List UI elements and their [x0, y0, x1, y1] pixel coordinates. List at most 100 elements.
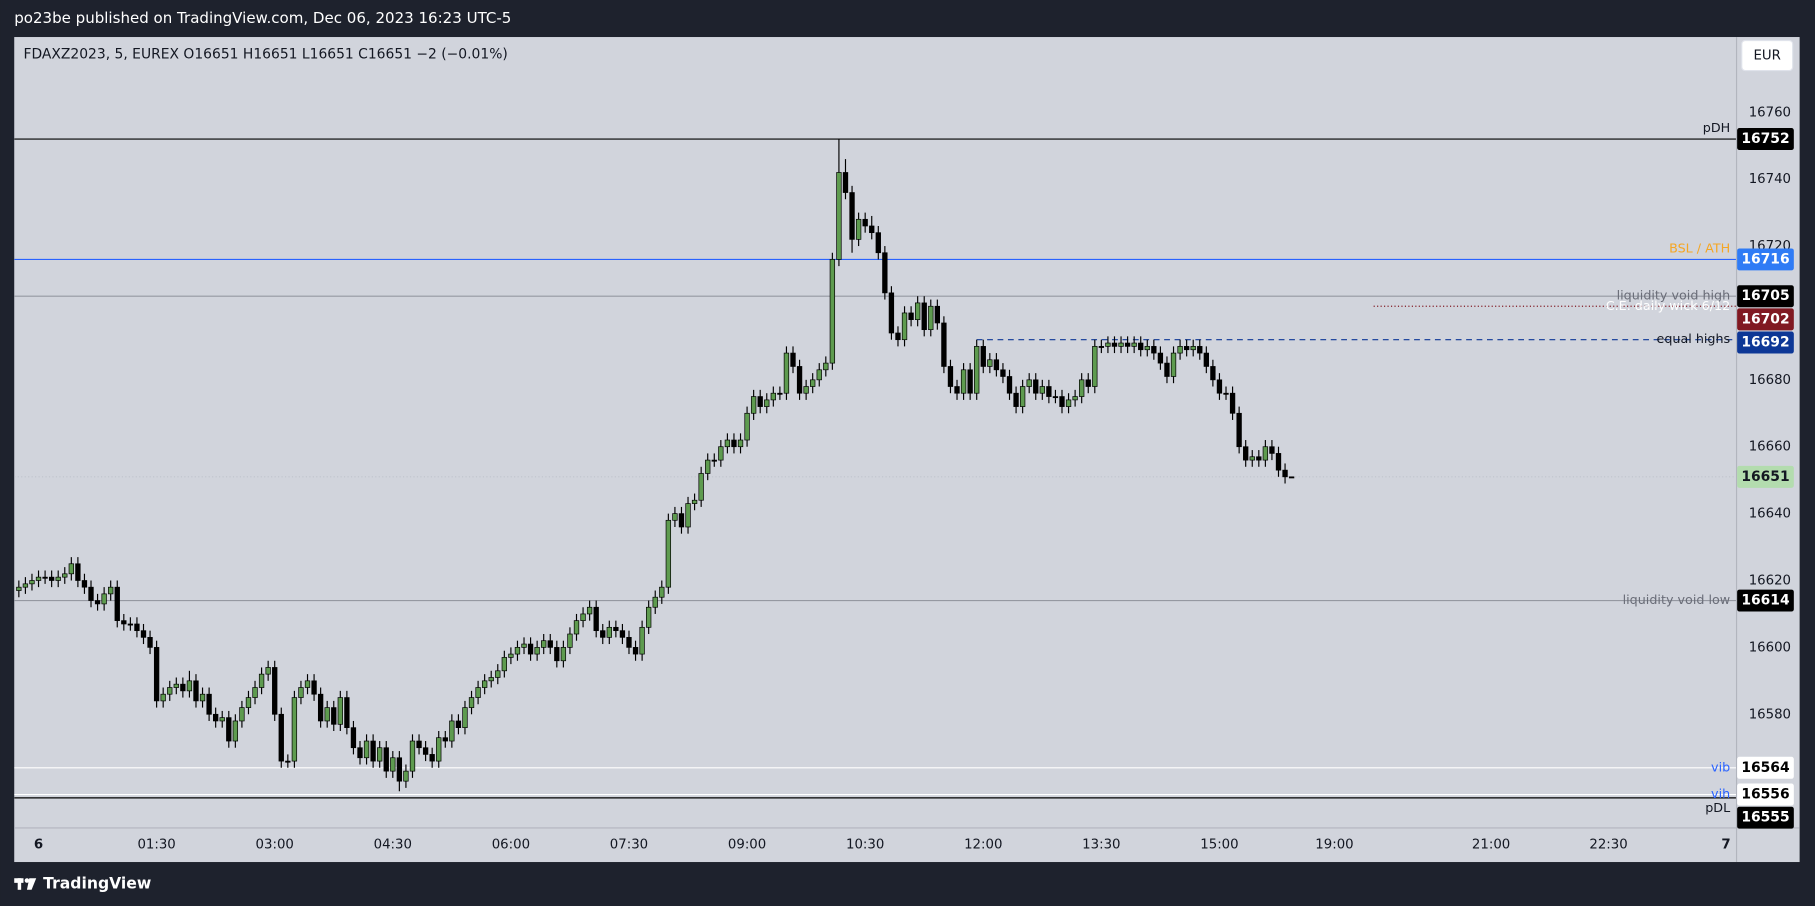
brand-logo — [14, 878, 37, 890]
candle-body — [121, 620, 127, 625]
candle-body — [193, 680, 199, 702]
symbol-legend: FDAXZ2023, 5, EUREX O16651 H16651 L16651… — [23, 46, 507, 62]
currency-button[interactable] — [1741, 39, 1794, 72]
y-tick-label: 16600 — [1749, 640, 1791, 655]
candle-body — [481, 680, 488, 688]
y-tick-label: 16580 — [1749, 707, 1791, 722]
plot — [14, 138, 1736, 799]
candle-body — [882, 252, 888, 294]
candle-body — [350, 727, 357, 749]
candle-body — [291, 697, 298, 762]
candle-body — [383, 747, 389, 772]
candle-body — [1072, 396, 1078, 401]
price-badge-label: 16614 — [1741, 593, 1790, 609]
price-badge — [1737, 331, 1794, 354]
candle-body — [1164, 362, 1170, 377]
candle-body — [567, 633, 573, 648]
publisher-line: po23be published on TradingView.com, Dec… — [14, 9, 511, 27]
candle-body — [140, 630, 147, 638]
candle-body — [213, 713, 219, 722]
x-tick-label: 12:00 — [964, 838, 1002, 853]
candle-body — [1197, 346, 1203, 354]
candle-body — [757, 396, 763, 407]
candle-body — [993, 359, 1000, 371]
candle-body — [114, 586, 120, 621]
candle-body — [337, 697, 343, 725]
candle-body — [363, 740, 370, 759]
candle-body — [711, 459, 717, 462]
currency-label: EUR — [1754, 49, 1781, 64]
candle-body — [1131, 342, 1137, 347]
candle-body — [422, 747, 429, 755]
level-name: liquidity void low — [1623, 592, 1731, 607]
candle-body — [42, 576, 48, 579]
level-name: pDH — [1703, 120, 1730, 135]
candle-body — [914, 302, 921, 320]
candle-body — [724, 439, 731, 448]
price-badge-label: 16702 — [1741, 311, 1789, 327]
candle-body — [534, 647, 540, 655]
candle-body — [1256, 456, 1262, 461]
candle-body — [1033, 379, 1039, 394]
candle-body — [783, 352, 790, 394]
candle-body — [278, 713, 284, 762]
candle-body — [796, 366, 803, 394]
price-badge-label: 16705 — [1741, 288, 1789, 304]
candle-body — [180, 683, 186, 692]
candle-body — [646, 606, 652, 628]
candle-body — [829, 259, 836, 364]
candle-body — [1275, 453, 1282, 471]
x-tick-label: 06:00 — [492, 838, 530, 853]
candle-body — [324, 707, 330, 722]
candle-body — [744, 412, 750, 441]
candle-body — [921, 302, 927, 331]
candle-body — [1177, 346, 1183, 354]
candle-body — [960, 369, 967, 394]
price-badge — [1737, 308, 1794, 331]
candle-body — [1013, 392, 1019, 407]
candle-body — [245, 697, 252, 708]
x-tick-label: 01:30 — [137, 838, 175, 853]
candle-body — [1105, 342, 1111, 347]
candle-body — [1000, 369, 1006, 377]
candle-body — [396, 757, 403, 782]
candle-body — [416, 740, 422, 749]
x-tick-label: 15:00 — [1200, 838, 1238, 853]
candle-body — [770, 392, 776, 401]
candle-body — [468, 697, 475, 708]
x-tick-label: 19:00 — [1315, 838, 1353, 853]
candle-body — [888, 292, 895, 334]
candle-body — [272, 667, 278, 715]
candle-body — [718, 446, 724, 461]
candle-body — [429, 754, 435, 762]
candle-body — [62, 573, 68, 578]
candle-body — [1190, 346, 1196, 351]
candle-body — [442, 737, 448, 742]
candle-body — [895, 332, 901, 341]
candle-body — [869, 225, 875, 234]
candle-body — [1262, 446, 1269, 461]
level-name: C.E. daily wick 6/12 — [1606, 298, 1730, 313]
candle-body — [803, 386, 809, 394]
level-name: vib — [1711, 759, 1730, 774]
candle-body — [541, 640, 547, 648]
candle-body — [980, 346, 986, 367]
candle-body — [1124, 342, 1131, 347]
candle-body — [954, 386, 960, 394]
price-badge-label: 16556 — [1741, 787, 1789, 803]
candle-body — [1144, 346, 1150, 351]
price-badge — [1737, 756, 1794, 779]
candle-body — [908, 312, 914, 320]
candle-body — [48, 576, 55, 581]
x-tick-label: 07:30 — [610, 838, 648, 853]
candle-body — [1203, 352, 1209, 367]
x-tick-label: 7 — [1721, 838, 1730, 853]
y-tick-label: 16680 — [1749, 373, 1791, 388]
candle-body — [403, 770, 409, 782]
candle-body — [626, 637, 632, 648]
candle-body — [632, 647, 639, 655]
candle-body — [252, 687, 258, 698]
candle-body — [842, 172, 849, 193]
candle-body — [1229, 392, 1236, 414]
candle-body — [153, 647, 160, 702]
